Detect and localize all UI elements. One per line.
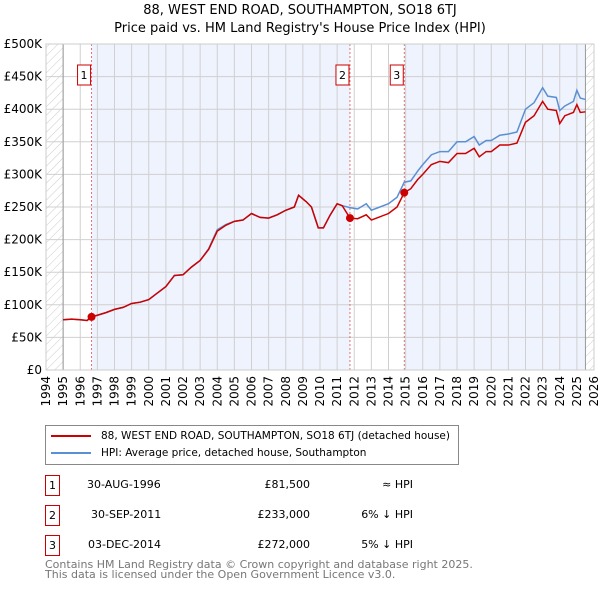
- sale-point: [345, 214, 354, 223]
- y-tick-label: £150K: [4, 265, 44, 279]
- sale-row: 3 03-DEC-2014 £272,000 5% ↓ HPI: [45, 535, 445, 557]
- legend-swatch-blue: [51, 452, 91, 454]
- sale-point: [400, 188, 409, 197]
- x-tick-label: 1998: [108, 376, 122, 407]
- x-tick-label: 1999: [125, 376, 139, 407]
- y-tick-label: £50K: [11, 330, 43, 344]
- x-tick-label: 2019: [467, 376, 481, 407]
- y-tick-label: £100K: [4, 298, 44, 312]
- x-tick-label: 2020: [484, 376, 498, 407]
- sale-hpi: 5% ↓ HPI: [361, 538, 413, 551]
- x-tick-label: 2001: [159, 376, 173, 407]
- sale-date: 30-AUG-1996: [87, 478, 161, 491]
- footer: Contains HM Land Registry data © Crown c…: [45, 558, 473, 581]
- sale-label: 3: [393, 69, 400, 82]
- sale-marker-label: 2: [45, 505, 60, 526]
- y-tick-label: £250K: [4, 200, 44, 214]
- x-tick-label: 2011: [330, 376, 344, 407]
- x-tick-label: 2015: [399, 376, 413, 407]
- x-tick-label: 2009: [296, 376, 310, 407]
- x-tick-label: 2022: [519, 376, 533, 407]
- x-tick-label: 2010: [313, 376, 327, 407]
- x-tick-label: 2023: [536, 376, 550, 407]
- footer-line: Contains HM Land Registry data © Crown c…: [45, 558, 473, 571]
- sale-point: [87, 312, 96, 321]
- y-tick-label: £350K: [4, 135, 44, 149]
- x-tick-label: 1995: [56, 376, 70, 407]
- x-tick-label: 2026: [587, 376, 600, 407]
- sale-price: £81,500: [264, 478, 311, 491]
- chart-title: 88, WEST END ROAD, SOUTHAMPTON, SO18 6TJ: [143, 3, 457, 18]
- sale-row: 2 30-SEP-2011 £233,000 6% ↓ HPI: [45, 505, 445, 527]
- sale-marker-label: 1: [45, 475, 60, 496]
- x-tick-label: 2005: [227, 376, 241, 407]
- x-tick-label: 2004: [210, 376, 224, 407]
- y-tick-label: £450K: [4, 70, 44, 84]
- y-tick-label: £300K: [4, 167, 44, 181]
- sale-label-box: [77, 64, 92, 86]
- price-chart: £0 £50K £100K £150K £200K £250K £300K £350K £400…: [4, 37, 600, 407]
- sale-marker-label: 3: [45, 535, 60, 556]
- chart-subtitle: Price paid vs. HM Land Registry's House …: [114, 21, 486, 36]
- price-paid-line: [63, 99, 586, 322]
- x-tick-label: 2017: [433, 376, 447, 407]
- x-tick-label: 1994: [39, 376, 53, 407]
- sale-price: £233,000: [257, 508, 311, 521]
- x-tick-label: 2007: [262, 376, 276, 407]
- y-tick-label: £0: [27, 363, 42, 377]
- legend-swatch-red: [51, 435, 91, 437]
- x-tick-label: 2021: [501, 376, 515, 407]
- footer-line: This data is licensed under the Open Gov…: [45, 568, 396, 581]
- sale-label-box: [335, 64, 350, 86]
- sale-hpi: 6% ↓ HPI: [361, 508, 413, 521]
- sale-row: 1 30-AUG-1996 £81,500 ≈ HPI: [45, 475, 445, 497]
- legend-label: HPI: Average price, detached house, Sout…: [101, 447, 367, 459]
- y-tick-label: £400K: [4, 102, 44, 116]
- x-tick-label: 2002: [176, 376, 190, 407]
- legend: 88, WEST END ROAD, SOUTHAMPTON, SO18 6TJ…: [45, 425, 459, 465]
- sale-date: 03-DEC-2014: [88, 538, 162, 551]
- sale-hpi: ≈ HPI: [382, 478, 413, 491]
- plot-border: [45, 43, 595, 371]
- x-tick-label: 2006: [245, 376, 259, 407]
- sale-label-box: [389, 64, 404, 86]
- x-tick-label: 2025: [570, 376, 584, 407]
- x-tick-label: 2008: [279, 376, 293, 407]
- sale-label: 2: [339, 69, 346, 82]
- x-tick-label: 2012: [347, 376, 361, 407]
- x-tick-label: 2018: [450, 376, 464, 407]
- x-tick-label: 2013: [364, 376, 378, 407]
- y-tick-label: £200K: [4, 233, 44, 247]
- x-tick-label: 2016: [416, 376, 430, 407]
- x-tick-label: 2014: [382, 376, 396, 407]
- y-tick-label: £500K: [4, 37, 44, 51]
- legend-item-hpi: HPI: Average price, detached house, Sout…: [51, 445, 366, 461]
- x-tick-label: 1997: [90, 376, 104, 407]
- sale-label: 1: [81, 69, 88, 82]
- x-tick-label: 2024: [553, 376, 567, 407]
- sale-price: £272,000: [257, 538, 311, 551]
- legend-item-property: 88, WEST END ROAD, SOUTHAMPTON, SO18 6TJ…: [51, 428, 450, 444]
- legend-label: 88, WEST END ROAD, SOUTHAMPTON, SO18 6TJ…: [101, 430, 450, 442]
- x-tick-label: 2003: [193, 376, 207, 407]
- x-tick-label: 2000: [142, 376, 156, 407]
- x-tick-label: 1996: [73, 376, 87, 407]
- sale-date: 30-SEP-2011: [91, 508, 162, 521]
